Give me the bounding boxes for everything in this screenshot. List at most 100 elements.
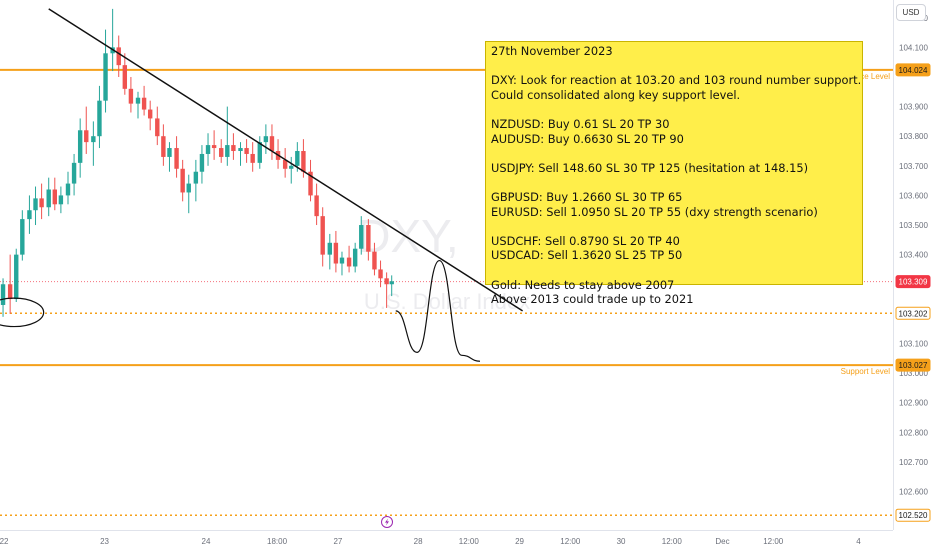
- trendline[interactable]: [48, 8, 524, 312]
- price-tick-label: 102.800: [899, 428, 928, 437]
- candle-body: [155, 118, 160, 137]
- candle-body: [366, 225, 371, 252]
- candle-body: [314, 195, 319, 217]
- candle-body: [116, 47, 121, 66]
- candle-body: [282, 159, 288, 169]
- candle-body: [128, 88, 134, 104]
- price-axis[interactable]: 104.200104.100103.900103.800103.700103.6…: [899, 14, 928, 497]
- candle-body: [352, 248, 358, 267]
- price-tags: 104.024 103.027 103.202 102.520 103.309: [895, 63, 931, 522]
- candle-body: [301, 151, 306, 172]
- resistance-tag-label: 104.024: [899, 66, 928, 75]
- candle-body: [14, 254, 19, 300]
- candle-body: [205, 145, 211, 154]
- current-price-tag: [895, 275, 931, 289]
- time-tick-label: 27: [333, 537, 342, 546]
- candle-body: [7, 284, 13, 300]
- candle-body: [0, 284, 6, 305]
- candle-body: [372, 251, 377, 270]
- price-tick-label: 102.600: [899, 488, 928, 497]
- candle-body: [327, 242, 333, 255]
- candle-body: [231, 145, 236, 152]
- candle-body: [263, 136, 269, 143]
- candle-body: [161, 136, 166, 157]
- price-tick-label: 103.400: [899, 251, 928, 260]
- support-tag: [895, 358, 931, 372]
- candle-body: [186, 183, 191, 193]
- note-line: [491, 59, 857, 74]
- support-level-label: Support Level: [841, 367, 891, 376]
- note-line: [491, 102, 857, 117]
- time-tick-label: 12:00: [560, 537, 581, 546]
- price-tick-label: 102.900: [899, 399, 928, 408]
- candle-body: [84, 130, 89, 143]
- candle-body: [333, 242, 339, 264]
- lightning-icon[interactable]: [381, 516, 393, 528]
- time-tick-label: Dec: [715, 537, 729, 546]
- note-line: USDCHF: Sell 0.8790 SL 20 TP 40: [491, 233, 680, 248]
- candle-body: [20, 219, 25, 255]
- note-line: [491, 175, 857, 190]
- candle-body: [58, 195, 64, 205]
- candle-body: [147, 109, 153, 119]
- currency-button[interactable]: USD: [896, 4, 926, 21]
- price-tick-label: 103.900: [899, 103, 928, 112]
- note-line: Could consolidated along key support lev…: [491, 87, 741, 102]
- price-tick-label: 103.600: [899, 191, 928, 200]
- candle-body: [33, 198, 38, 211]
- note-line: [491, 219, 857, 234]
- bottom-tag-label: 102.520: [899, 511, 928, 520]
- candle-body: [250, 153, 255, 163]
- analysis-note[interactable]: 27th November 2023 DXY: Look for reaction…: [485, 41, 863, 306]
- drawings[interactable]: [0, 8, 524, 362]
- candle-body: [211, 145, 217, 149]
- candle-body: [308, 171, 313, 196]
- candle-body: [27, 210, 32, 220]
- note-line: USDCAD: Sell 1.3620 SL 25 TP 50: [491, 248, 683, 263]
- note-line: NZDUSD: Buy 0.61 SL 20 TP 30: [491, 116, 670, 131]
- candle-body: [180, 168, 185, 193]
- candle-body: [39, 198, 44, 208]
- candles: [0, 8, 394, 317]
- candle-body: [257, 142, 262, 163]
- note-line: GBPUSD: Buy 1.2660 SL 30 TP 65: [491, 189, 683, 204]
- price-tick-label: 103.800: [899, 132, 928, 141]
- price-tick-label: 103.000: [899, 369, 928, 378]
- candle-body: [91, 136, 96, 143]
- candle-body: [289, 165, 294, 169]
- time-tick-label: 18:00: [267, 537, 288, 546]
- support-ellipse[interactable]: [0, 297, 45, 328]
- note-line: Gold: Needs to stay above 2007: [491, 277, 675, 292]
- candle-body: [219, 148, 224, 157]
- candle-body: [269, 136, 275, 152]
- candle-body: [71, 162, 77, 184]
- candle-body: [378, 269, 383, 279]
- reaction-tag-label: 103.202: [899, 309, 928, 318]
- candle-body: [77, 130, 83, 163]
- price-tick-label: 103.500: [899, 221, 928, 230]
- bottom-tag: [895, 508, 931, 522]
- candle-body: [389, 281, 394, 285]
- note-line: 27th November 2023: [491, 44, 613, 58]
- note-line: DXY: Look for reaction at 103.20 and 103…: [491, 73, 862, 88]
- time-tick-label: 12:00: [763, 537, 784, 546]
- time-axis[interactable]: 22 23 24 18:00 27 28 12:00 29 12:00 30 12:00 Dec 12:…: [0, 537, 861, 546]
- projection-path[interactable]: [395, 259, 481, 362]
- candle-body: [135, 97, 141, 104]
- current-price-tag-label: 103.309: [899, 278, 928, 287]
- candle-body: [65, 183, 71, 196]
- time-tick-label: 30: [617, 537, 626, 546]
- candle-body: [244, 148, 249, 154]
- candle-body: [46, 189, 51, 208]
- time-tick-label: 12:00: [662, 537, 683, 546]
- candle-body: [141, 97, 147, 110]
- note-line: AUDUSD: Buy 0.6630 SL 20 TP 90: [491, 131, 684, 146]
- time-tick-label: 29: [515, 537, 524, 546]
- time-tick-label: 22: [0, 537, 9, 546]
- candle-body: [122, 65, 128, 89]
- candle-body: [339, 257, 345, 264]
- candle-body: [295, 151, 300, 166]
- candle-body: [359, 225, 364, 249]
- candle-body: [97, 100, 102, 137]
- note-line: [491, 263, 857, 278]
